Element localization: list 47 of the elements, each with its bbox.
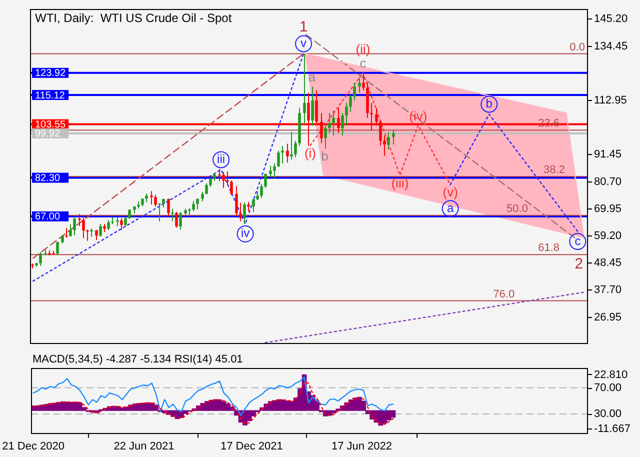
annotation: a [446, 200, 454, 215]
annotation: (v) [442, 184, 458, 200]
y2-tick-label: 70.00 [594, 382, 622, 394]
x-tick-label: 21 Dec 2020 [2, 440, 64, 452]
annotation: a [308, 70, 316, 85]
y-tick-label: -11.667 [594, 422, 630, 435]
ref-line-label: 99.92 [35, 128, 60, 140]
y-tick-label: 37.70 [594, 284, 622, 296]
annotation: (iv) [409, 108, 428, 124]
annotation: iv [240, 226, 250, 240]
annotation: 61.8 [538, 242, 560, 254]
y-tick-label: 26.95 [594, 311, 622, 324]
annotation: (iii) [391, 175, 409, 190]
x-tick-label: 22 Jun 2021 [114, 440, 174, 452]
y2-tick-label: 30.00 [594, 408, 622, 420]
annotation: 0.0 [570, 41, 585, 54]
annotation: 2 [574, 255, 584, 272]
annotation: 76.0 [493, 288, 515, 300]
annotation: 50.0 [506, 202, 528, 215]
y-tick-label: 80.70 [594, 176, 622, 188]
ref-line-label: 123.92 [35, 68, 66, 80]
chart-title: MACD(5,34,5) -4.287 -5.134 RSI(14) 45.01 [32, 354, 243, 366]
y-tick-label: 134.45 [594, 40, 628, 52]
annotation: (i) [304, 146, 316, 161]
x-tick-label: 17 Jun 2022 [331, 440, 392, 452]
y-tick-label: 91.45 [594, 148, 622, 161]
ref-line-label: 67.00 [35, 212, 60, 223]
x-tick-label: 17 Dec 2021 [220, 440, 283, 452]
annotation: b [486, 96, 493, 111]
annotation: c [574, 234, 581, 248]
ref-line-label: 115.12 [35, 90, 66, 102]
y-tick-label: 48.45 [594, 257, 622, 270]
annotation: b [321, 148, 328, 164]
ref-line-label: 103.55 [35, 119, 66, 130]
y-tick-label: 59.20 [594, 230, 622, 242]
y-tick-label: 69.95 [594, 202, 622, 215]
annotation: 38.2 [544, 164, 565, 176]
annotation: iii [217, 152, 226, 166]
ref-line-label: 82.30 [35, 173, 60, 184]
annotation: c [360, 56, 367, 71]
y-tick-label: 145.20 [594, 13, 628, 26]
y-tick-label: 22.810 [594, 368, 628, 381]
annotation: 1 [299, 18, 308, 36]
chart-title: WTI, Daily: WTI US Crude Oil - Spot [35, 10, 232, 25]
y-tick-label: 112.95 [594, 94, 627, 107]
annotation: v [300, 36, 307, 50]
annotation: (ii) [356, 42, 370, 57]
